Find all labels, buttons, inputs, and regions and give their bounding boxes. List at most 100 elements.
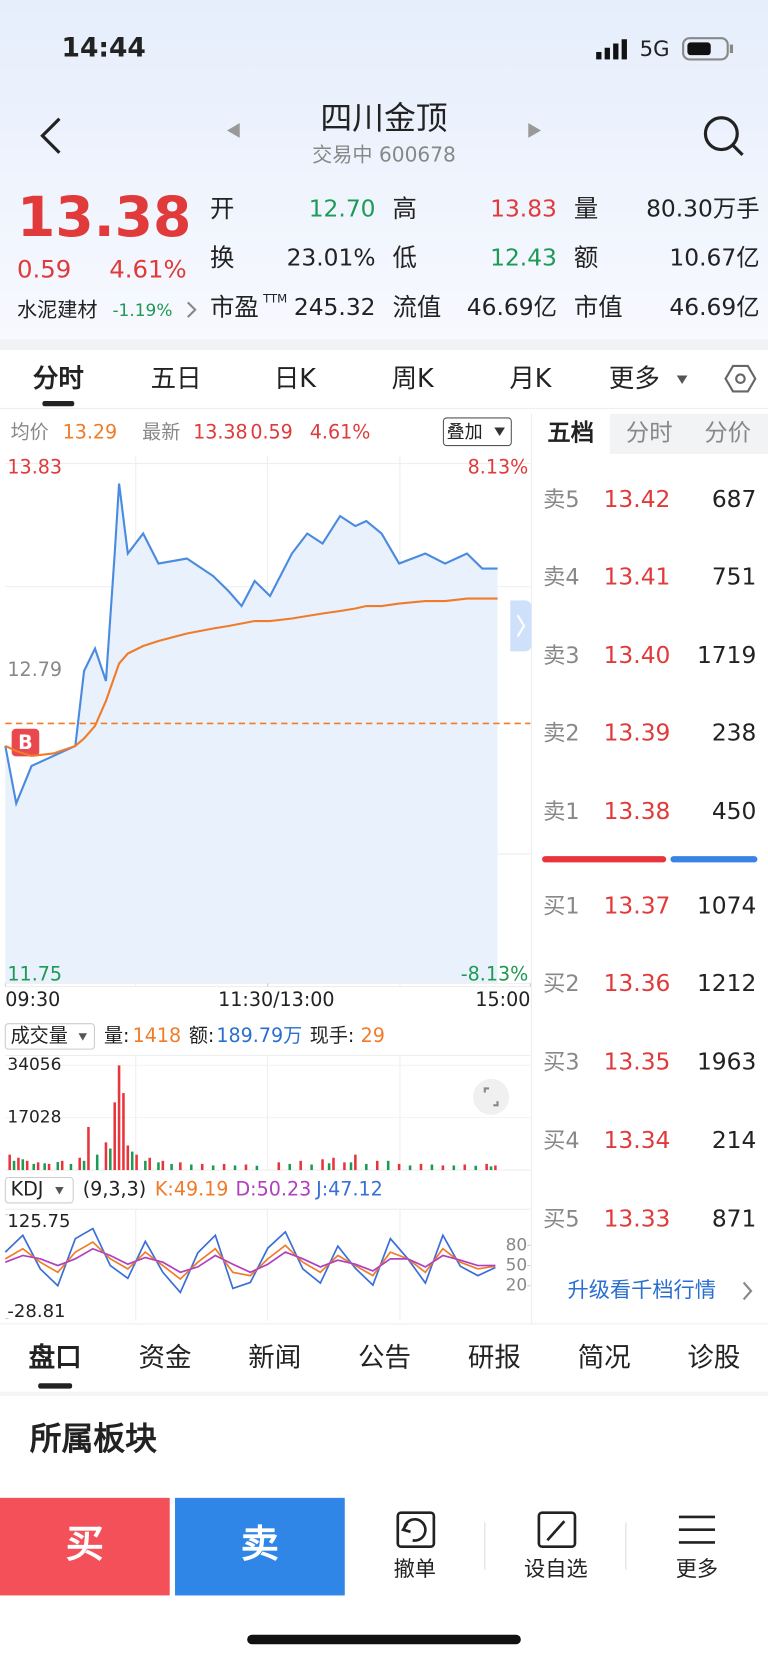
orderbook-bg <box>532 413 768 1324</box>
y-tick-label: 11.75 <box>7 962 62 985</box>
kdj-line <box>4 1240 496 1281</box>
volume-bar <box>386 1160 390 1171</box>
expand-tab[interactable] <box>510 600 532 652</box>
volume-bar <box>349 1162 353 1171</box>
separator <box>0 1391 768 1397</box>
volume-bar <box>463 1164 467 1171</box>
detail-tab[interactable]: 研报 <box>468 1342 521 1373</box>
overlay-button[interactable] <box>442 417 512 447</box>
volume-bar <box>354 1154 357 1171</box>
order-volume: 1212 <box>697 969 756 997</box>
volume-bar <box>430 1164 434 1171</box>
order-volume: 1719 <box>697 641 756 669</box>
volume-bar <box>343 1162 346 1171</box>
volume-bar <box>135 1154 138 1171</box>
detail-tab[interactable]: 新闻 <box>248 1342 301 1373</box>
sector-arrow <box>187 301 197 318</box>
y-tick-label: 13.83 <box>7 455 62 478</box>
volume-bar <box>222 1163 226 1171</box>
price-area <box>5 483 498 984</box>
field-value: 46.69亿 <box>669 293 759 321</box>
indicator-select[interactable] <box>4 1023 95 1050</box>
buy-button[interactable] <box>0 1497 170 1596</box>
field-value: 12.43 <box>490 243 557 271</box>
stat-label: 额: <box>189 1024 215 1047</box>
indicator-title: KDJ <box>11 1178 44 1201</box>
sell-button[interactable] <box>175 1497 345 1596</box>
section-title: 所属板块 <box>30 1420 157 1458</box>
field-label: 市值 <box>574 293 623 322</box>
upgrade-arrow <box>742 1281 753 1301</box>
tool-icons <box>396 1511 715 1548</box>
indicator-select[interactable] <box>4 1176 74 1204</box>
detail-tab[interactable]: 盘口 <box>29 1342 82 1373</box>
prev-stock[interactable] <box>227 123 240 138</box>
volume-bar <box>452 1165 456 1171</box>
tool-label[interactable]: 更多 <box>676 1557 718 1582</box>
avg-price: 13.29 <box>63 420 118 443</box>
separator <box>0 339 768 351</box>
order-label: 卖4 <box>543 565 579 591</box>
signal-icon <box>596 39 627 60</box>
chart-tab[interactable]: 日K <box>274 364 317 394</box>
overlay-label[interactable]: 叠加 <box>447 422 483 443</box>
dropdown-arrow <box>55 1187 64 1195</box>
orderbook-tab[interactable]: 分时 <box>626 418 673 446</box>
orderbook-tab[interactable]: 五档 <box>547 418 594 446</box>
order-label: 卖1 <box>543 799 579 825</box>
volume-bar <box>211 1165 215 1171</box>
field-label: 高 <box>392 194 416 223</box>
buy-marker <box>11 728 40 757</box>
latest-change: 0.59 <box>250 420 292 443</box>
volume-bar <box>485 1163 488 1171</box>
y-tick-label: 125.75 <box>7 1211 70 1232</box>
volume-bar <box>82 1160 86 1171</box>
field-value: 46.69亿 <box>467 293 557 321</box>
y-tick-label: 17028 <box>7 1108 61 1128</box>
fullscreen-button[interactable] <box>473 1078 510 1115</box>
chart-tab[interactable]: 周K <box>392 364 435 394</box>
volume-bar <box>17 1157 20 1171</box>
tool-label[interactable]: 设自选 <box>524 1557 588 1582</box>
stock-name: 四川金顶 <box>320 99 447 137</box>
price-change-pct: 4.61% <box>109 255 186 284</box>
tool-label[interactable]: 撤单 <box>394 1557 436 1582</box>
chart-tab[interactable]: 月K <box>509 364 552 394</box>
chart-tab[interactable]: 更多 <box>609 364 660 394</box>
volume-bar <box>87 1126 90 1171</box>
volume-bar <box>95 1154 99 1171</box>
chart-tab[interactable]: 分时 <box>33 364 84 394</box>
last-price: 13.38 <box>17 186 191 250</box>
kdj-line <box>4 1247 496 1274</box>
detail-tab[interactable]: 简况 <box>578 1342 631 1373</box>
volume-bar <box>117 1065 121 1171</box>
field-value: 12.70 <box>309 195 376 223</box>
volume-bar <box>179 1162 182 1171</box>
upgrade-link[interactable]: 升级看千档行情 <box>568 1278 716 1303</box>
field-value: 13.83 <box>490 195 557 223</box>
sector-change: -1.19% <box>112 301 172 321</box>
detail-tab[interactable]: 资金 <box>138 1342 191 1373</box>
chart-tab[interactable]: 五日 <box>151 364 202 394</box>
search-button[interactable] <box>703 116 744 157</box>
order-label: 卖3 <box>543 643 579 669</box>
volume-bar <box>397 1163 401 1171</box>
volume-bar <box>233 1165 237 1171</box>
order-price: 13.38 <box>604 797 671 825</box>
orderbook-tab[interactable]: 分价 <box>704 418 751 446</box>
detail-tab[interactable]: 公告 <box>358 1342 411 1373</box>
volume-bar <box>255 1165 259 1171</box>
detail-tab[interactable]: 诊股 <box>687 1342 740 1373</box>
x-tick-label: 09:30 <box>5 988 60 1011</box>
next-stock[interactable] <box>528 123 542 138</box>
y2-tick-label: 8.13% <box>468 455 529 478</box>
sector-name: 水泥建材 <box>17 297 98 321</box>
order-volume: 214 <box>712 1126 757 1154</box>
field-value: 80.30万手 <box>646 195 759 223</box>
back-button[interactable] <box>40 117 61 154</box>
settings-icon[interactable] <box>724 364 757 393</box>
order-volume: 687 <box>712 485 757 513</box>
legend-entry: K:49.19 <box>155 1178 229 1201</box>
latest-label: 最新 <box>142 420 180 443</box>
